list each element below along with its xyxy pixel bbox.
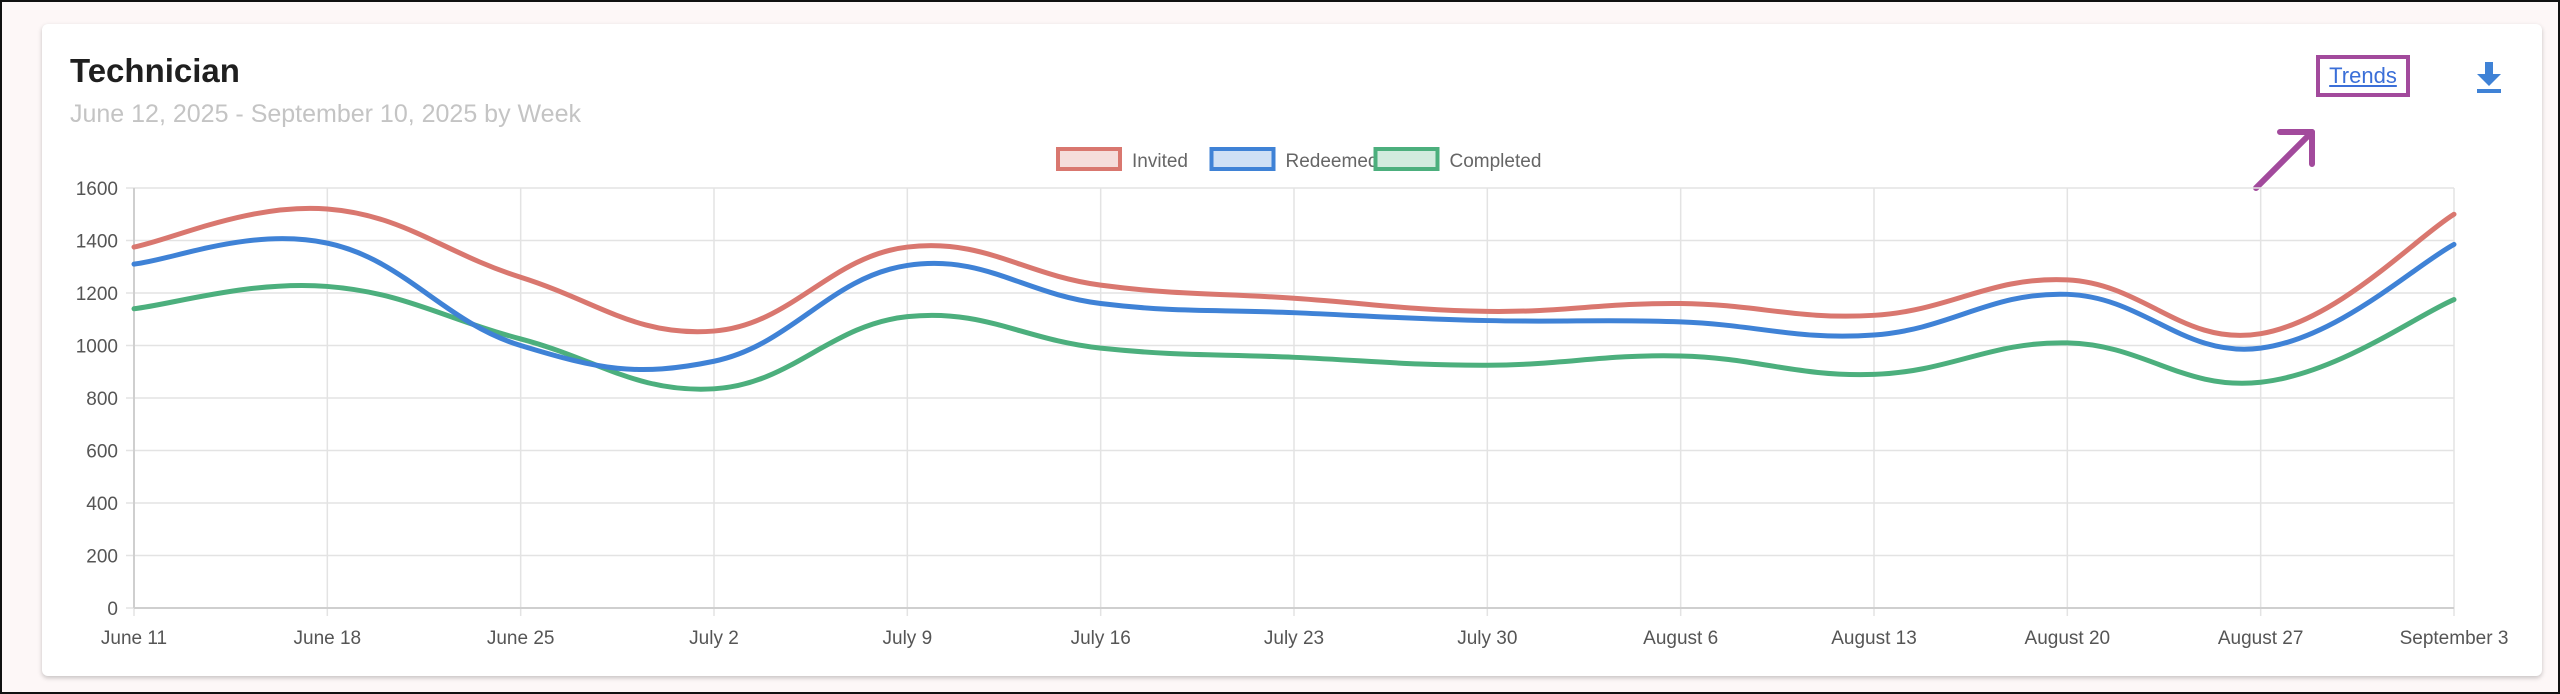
y-tick-label: 1400 [76, 232, 118, 253]
legend-label: Redeemed [1286, 151, 1379, 172]
y-tick-label: 1200 [76, 284, 118, 305]
x-tick-label: June 25 [487, 628, 555, 649]
chart-title: Technician [70, 52, 240, 89]
x-tick-label: June 11 [101, 628, 167, 649]
x-tick-label: July 9 [883, 628, 933, 649]
x-tick-label: July 2 [689, 628, 739, 649]
x-tick-label: July 23 [1264, 628, 1324, 649]
legend-item-invited: Invited [1056, 147, 1188, 172]
trends-link[interactable]: Trends [2329, 63, 2397, 88]
y-tick-label: 1000 [76, 337, 118, 358]
x-tick-label: August 20 [2025, 628, 2111, 649]
legend-item-completed: Completed [1373, 147, 1542, 172]
legend-item-redeemed: Redeemed [1209, 147, 1379, 172]
series-line-completed [131, 283, 2457, 392]
x-tick-label: August 6 [1643, 628, 1718, 649]
y-tick-label: 800 [86, 389, 118, 410]
y-tick-label: 400 [86, 494, 118, 515]
x-tick-label: September 3 [2400, 628, 2509, 649]
legend-swatch [1373, 147, 1440, 171]
x-tick-label: August 13 [1831, 628, 1917, 649]
y-tick-label: 0 [107, 599, 118, 620]
arrow-icon [2253, 129, 2315, 191]
legend-label: Completed [1450, 151, 1542, 172]
legend-swatch [1209, 147, 1276, 171]
chart-card: Technician June 12, 2025 - September 10,… [42, 24, 2542, 676]
series-line-redeemed [131, 236, 2457, 373]
y-tick-label: 600 [86, 442, 118, 463]
x-tick-label: July 16 [1071, 628, 1131, 649]
legend-swatch [1056, 147, 1122, 171]
x-tick-label: July 30 [1457, 628, 1517, 649]
series-line-invited [131, 205, 2457, 338]
download-icon[interactable] [2474, 60, 2504, 94]
x-tick-label: August 27 [2218, 628, 2304, 649]
line-chart: 0 200 400 600 800 1000 1200 1400 1600 June 11 June… [76, 147, 2509, 649]
y-tick-label: 200 [86, 547, 118, 568]
date-range-subtitle: June 12, 2025 - September 10, 2025 by We… [70, 100, 581, 128]
legend-label: Invited [1132, 151, 1188, 172]
trends-highlight-box: Trends [2316, 55, 2410, 97]
x-tick-label: June 18 [294, 628, 362, 649]
y-tick-label: 1600 [76, 179, 118, 200]
